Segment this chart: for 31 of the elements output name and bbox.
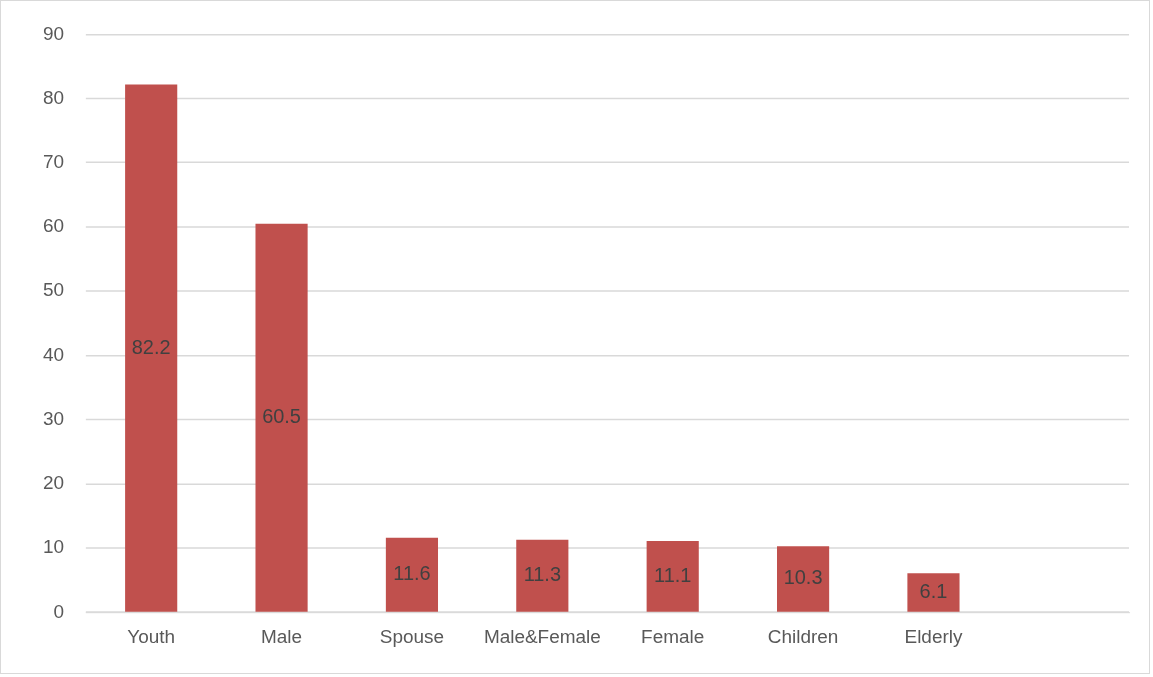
- data-label: 11.1: [654, 563, 692, 586]
- x-tick-label: Children: [767, 625, 839, 647]
- x-tick-label: Spouse: [379, 625, 445, 647]
- bar: [777, 546, 830, 612]
- y-tick-label: 10: [42, 536, 65, 558]
- data-label: 11.3: [523, 563, 561, 586]
- y-tick-label: 20: [42, 472, 65, 494]
- y-tick-label: 80: [42, 86, 65, 108]
- y-tick-label: 60: [42, 215, 65, 237]
- data-label: 60.5: [262, 405, 301, 428]
- data-label: 10.3: [783, 566, 823, 589]
- y-tick-label: 90: [42, 22, 65, 44]
- y-tick-label: 0: [53, 600, 65, 622]
- x-tick-label: Female: [641, 625, 705, 647]
- y-tick-label: 70: [42, 150, 65, 172]
- x-tick-label: Youth: [127, 625, 176, 647]
- data-label: 6.1: [919, 579, 948, 602]
- bar: [646, 541, 699, 612]
- x-tick-label: Male&Female: [483, 625, 601, 647]
- data-label: 11.6: [393, 562, 431, 585]
- bar: [385, 537, 439, 612]
- bar: [516, 539, 569, 612]
- x-tick-label: Elderly: [904, 625, 963, 647]
- bar: [125, 84, 178, 612]
- data-label: 82.2: [131, 335, 171, 358]
- bar: [907, 573, 960, 612]
- y-tick-label: 40: [42, 343, 65, 365]
- y-tick-label: 50: [42, 279, 65, 301]
- x-tick-label: Male: [261, 625, 303, 647]
- y-tick-label: 30: [42, 407, 65, 429]
- bar: [255, 223, 308, 612]
